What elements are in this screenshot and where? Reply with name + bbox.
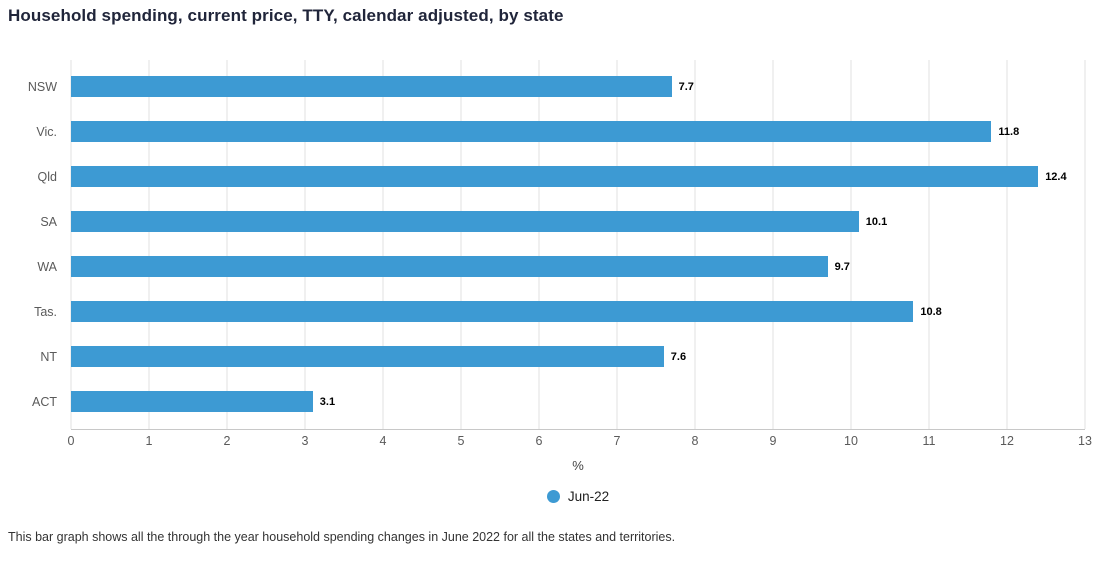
bar-value-label: 7.6 — [670, 350, 687, 363]
bar-value-label: 3.1 — [319, 395, 336, 408]
bar[interactable] — [71, 121, 992, 142]
x-tick-label: 10 — [844, 434, 858, 448]
bar-row: WA 9.7 — [37, 244, 1085, 289]
bar-value-label: 10.8 — [920, 305, 942, 318]
x-tick-label: 5 — [457, 434, 465, 448]
legend-item-jun-22[interactable]: Jun-22 — [546, 489, 610, 504]
x-tick-label: 7 — [613, 434, 621, 448]
x-tick-label: 13 — [1078, 434, 1092, 448]
bar[interactable] — [71, 211, 859, 232]
page: Household spending, current price, TTY, … — [8, 6, 1092, 544]
category-label: Tas. — [34, 304, 57, 319]
legend-label: Jun-22 — [567, 489, 610, 504]
x-axis-label: % — [572, 458, 584, 473]
bar-row: ACT 3.1 — [32, 379, 1085, 424]
category-label: Vic. — [36, 124, 57, 139]
x-tick-label: 9 — [769, 434, 777, 448]
x-tick-label: 12 — [1000, 434, 1014, 448]
category-label: NSW — [27, 79, 57, 94]
bar-row: Vic. 11.8 — [36, 109, 1085, 154]
x-tick-label: 3 — [301, 434, 309, 448]
bar[interactable] — [71, 391, 313, 412]
category-label: ACT — [32, 394, 57, 409]
x-axis: 0 1 2 3 4 5 6 7 8 9 10 11 12 13 — [67, 434, 1092, 454]
bar[interactable] — [71, 166, 1039, 187]
bar[interactable] — [71, 76, 672, 97]
x-tick-label: 1 — [145, 434, 153, 448]
bar-row: NT 7.6 — [40, 334, 1085, 379]
x-tick-label: 11 — [922, 434, 936, 448]
bar-row: Tas. 10.8 — [34, 289, 1085, 334]
x-tick-label: 8 — [691, 434, 699, 448]
page-title: Household spending, current price, TTY, … — [8, 6, 564, 25]
bar-value-label: 10.1 — [865, 215, 888, 228]
bar[interactable] — [71, 346, 664, 367]
bar-value-label: 11.8 — [998, 125, 1020, 138]
category-label: Qld — [37, 169, 57, 184]
bar-chart: NSW 7.7 Vic. 11.8 Qld 12.4 SA 10.1 WA 9.… — [8, 60, 1092, 504]
category-label: SA — [40, 214, 57, 229]
bar-value-label: 12.4 — [1045, 170, 1067, 183]
category-label: NT — [40, 349, 57, 364]
bar-row: Qld 12.4 — [38, 154, 1085, 199]
x-tick-label: 6 — [535, 434, 543, 448]
legend-marker-icon — [546, 490, 560, 503]
bar-rows: NSW 7.7 Vic. 11.8 Qld 12.4 SA 10.1 WA 9.… — [28, 60, 1085, 429]
bar-value-label: 7.7 — [678, 80, 694, 93]
bar[interactable] — [71, 256, 828, 277]
x-tick-label: 2 — [223, 434, 231, 448]
x-tick-label: 4 — [379, 434, 387, 448]
x-tick-label: 0 — [67, 434, 75, 448]
footer-note: This bar graph shows all the through the… — [8, 530, 676, 544]
bar-row: SA 10.1 — [40, 199, 1085, 244]
bar[interactable] — [71, 301, 914, 322]
category-label: WA — [37, 259, 57, 274]
bar-row: NSW 7.7 — [28, 64, 1085, 109]
bar-value-label: 9.7 — [834, 260, 850, 273]
plot-area: NSW 7.7 Vic. 11.8 Qld 12.4 SA 10.1 WA 9.… — [28, 60, 1086, 430]
